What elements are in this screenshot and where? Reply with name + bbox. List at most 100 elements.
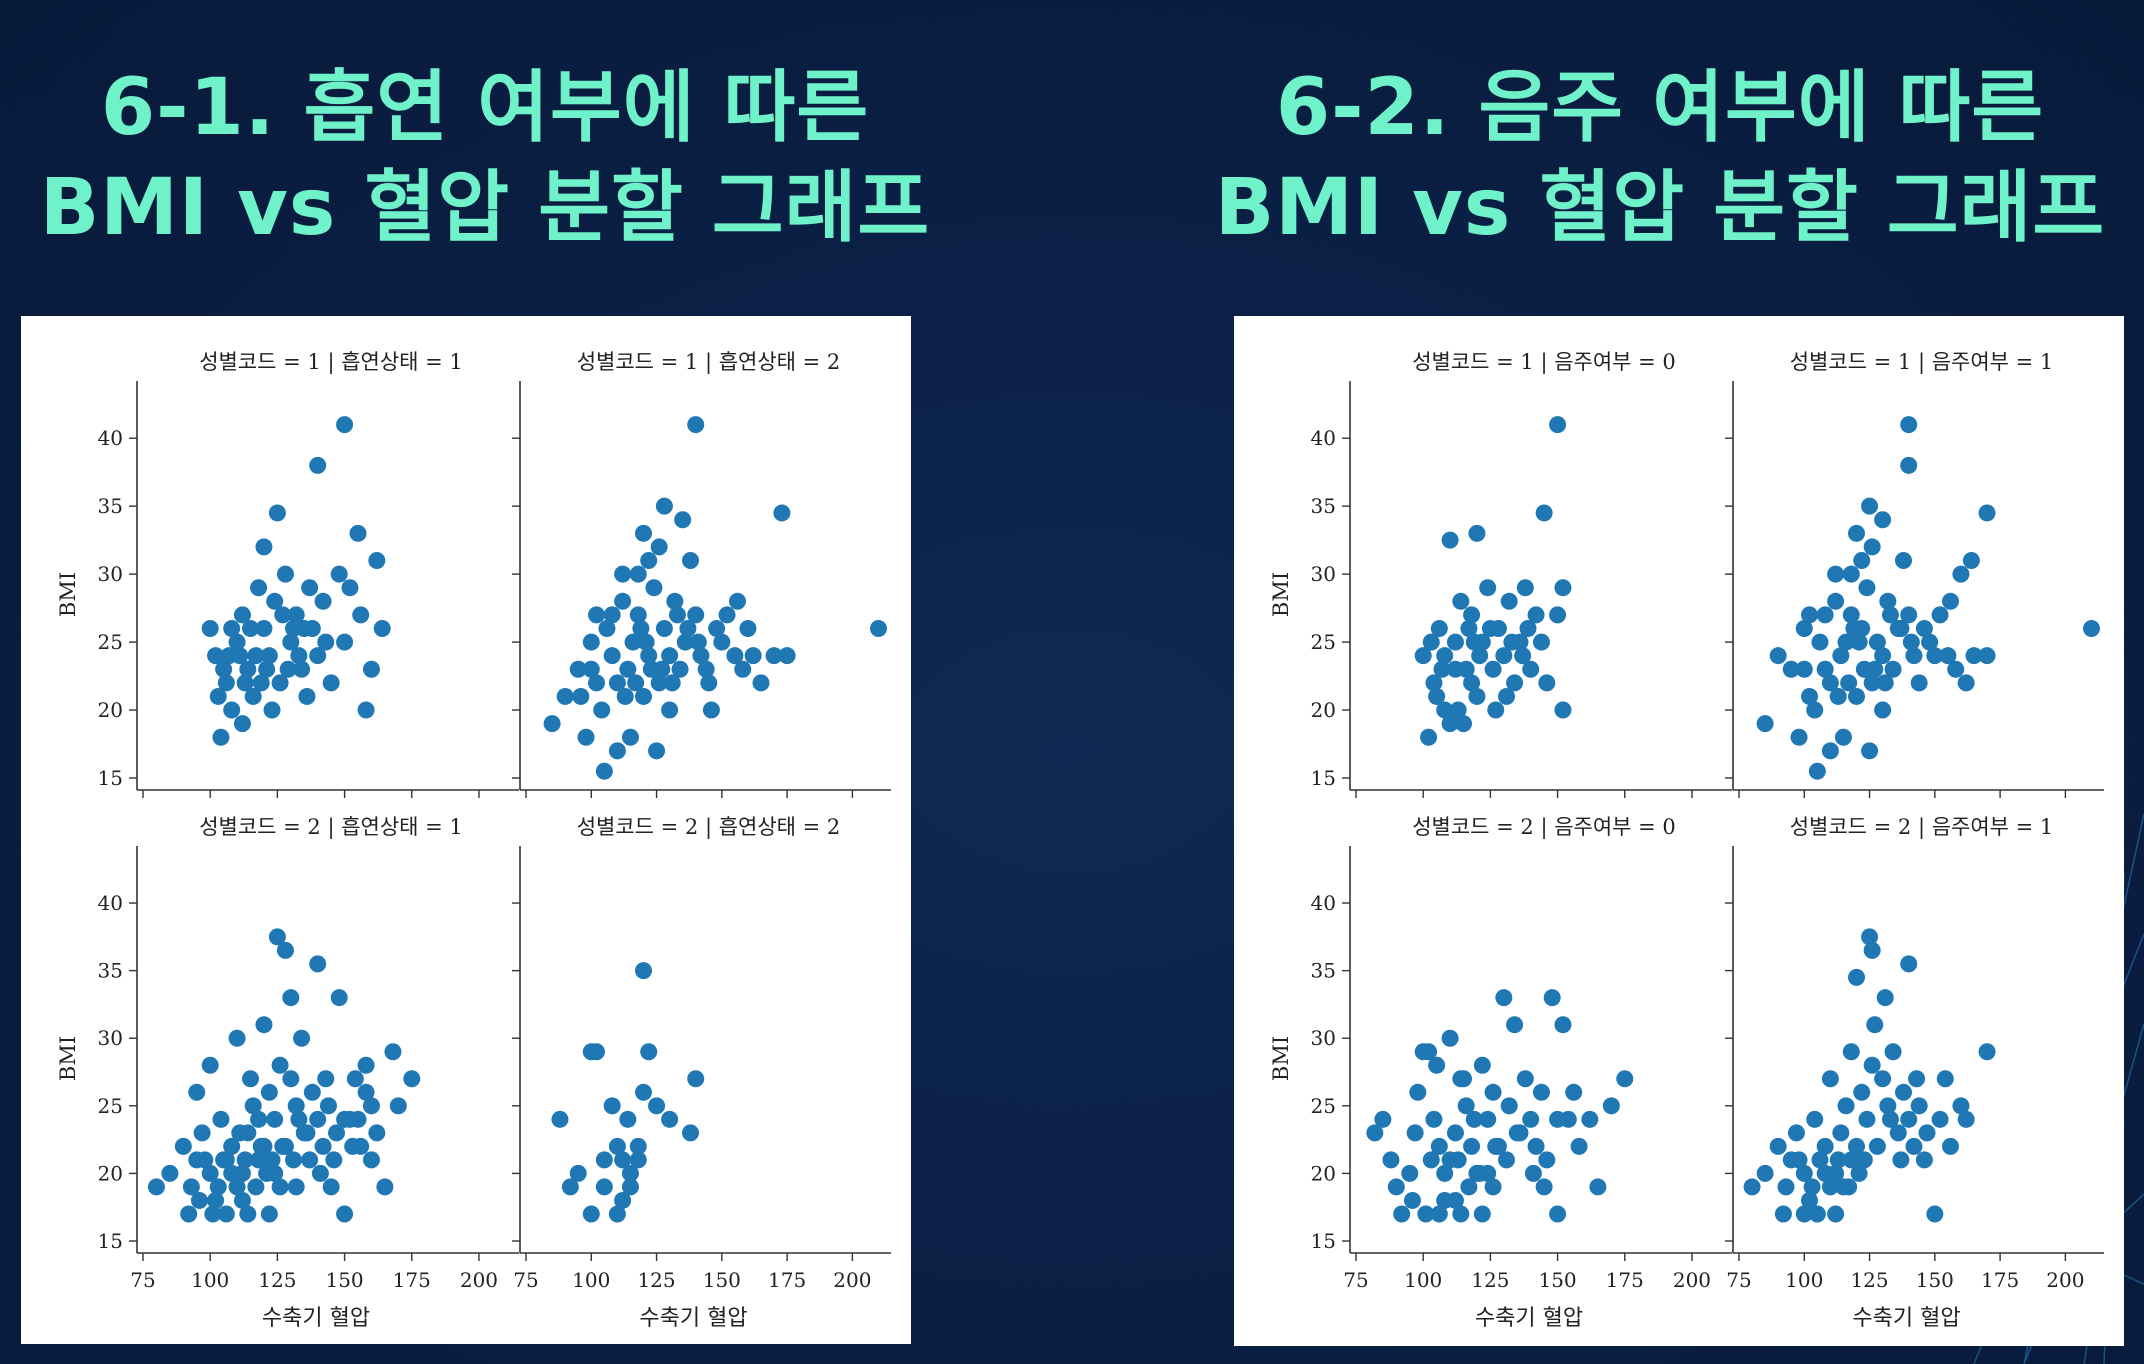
- scatter-point: [1468, 687, 1486, 705]
- scatter-point: [303, 1083, 321, 1101]
- scatter-point: [180, 1205, 198, 1223]
- x-tick-label: 75: [130, 1268, 155, 1292]
- scatter-point: [309, 456, 327, 474]
- scatter-point: [1487, 1137, 1505, 1155]
- scatter-point: [1516, 579, 1534, 597]
- scatter-point: [614, 1151, 632, 1169]
- scatter-point: [598, 619, 616, 637]
- scatter-point: [697, 660, 715, 678]
- scatter-point: [1516, 1070, 1534, 1088]
- scatter-point: [293, 660, 311, 678]
- scatter-point: [1484, 1178, 1502, 1196]
- scatter-point: [1433, 660, 1451, 678]
- scatter-point: [734, 660, 752, 678]
- scatter-point: [1743, 1178, 1761, 1196]
- scatter-point: [274, 606, 292, 624]
- scatter-point: [368, 552, 386, 570]
- scatter-point: [666, 592, 684, 610]
- scatter-point: [1895, 552, 1912, 570]
- scatter-point: [661, 1110, 679, 1128]
- scatter-point: [1931, 606, 1949, 624]
- scatter-point: [1495, 647, 1513, 665]
- scatter-point: [1931, 1110, 1949, 1128]
- scatter-point: [621, 1164, 639, 1182]
- scatter-point: [629, 1137, 647, 1155]
- scatter-point: [674, 511, 692, 529]
- y-tick-label: 35: [1311, 494, 1336, 518]
- scatter-point: [287, 1178, 305, 1196]
- scatter-point: [1465, 1110, 1483, 1128]
- y-tick-label: 30: [1311, 1026, 1336, 1050]
- scatter-point: [632, 619, 650, 637]
- facet-title: 성별코드 = 1 | 음주여부 = 1: [1790, 350, 2054, 375]
- scatter-point: [193, 1124, 211, 1142]
- x-tick-label: 100: [1404, 1268, 1442, 1292]
- scatter-point: [629, 606, 647, 624]
- scatter-point: [336, 1110, 354, 1128]
- scatter-point: [569, 1164, 587, 1182]
- scatter-point: [255, 1016, 273, 1034]
- scatter-point: [619, 1110, 637, 1128]
- scatter-point: [209, 1178, 227, 1196]
- scatter-point: [551, 1110, 569, 1128]
- facet-panel-3: 성별코드 = 2 | 음주여부 = 0 15 20 25 30 35 40 75 100 125 1…: [1269, 815, 1732, 1331]
- scatter-point: [616, 687, 634, 705]
- facet-panel-2: 성별코드 = 1 | 흡연상태 = 2: [512, 350, 891, 798]
- scatter-point: [1549, 606, 1567, 624]
- scatter-point: [1420, 1043, 1438, 1061]
- scatter-point: [215, 660, 233, 678]
- scatter-point: [290, 647, 308, 665]
- scatter-point: [1811, 1151, 1829, 1169]
- scatter-point: [1452, 1205, 1470, 1223]
- scatter-point: [713, 633, 731, 651]
- scatter-point: [1837, 633, 1855, 651]
- scatter-point: [679, 619, 697, 637]
- right-title-line-2: BMI vs 혈압 분할 그래프: [1214, 163, 2106, 253]
- scatter-point: [1910, 674, 1928, 692]
- scatter-point: [603, 1097, 621, 1115]
- scatter-point: [1430, 619, 1448, 637]
- scatter-point: [322, 674, 340, 692]
- scatter-point: [260, 647, 278, 665]
- scatter-point: [577, 728, 595, 746]
- facet-panel-4: 성별코드 = 2 | 흡연상태 = 2 75 100 125 150 175 200 수축기 …: [512, 815, 891, 1331]
- scatter-point: [663, 674, 681, 692]
- scatter-point: [271, 1056, 289, 1074]
- scatter-point: [233, 715, 251, 733]
- scatter-point: [1905, 1137, 1923, 1155]
- scatter-point: [263, 701, 281, 719]
- scatter-point: [217, 674, 235, 692]
- scatter-point: [201, 619, 219, 637]
- scatter-point: [1829, 687, 1847, 705]
- scatter-point: [1816, 660, 1834, 678]
- scatter-point: [572, 687, 590, 705]
- scatter-point: [700, 674, 718, 692]
- scatter-point: [293, 1029, 311, 1047]
- y-tick-label: 20: [98, 1161, 123, 1185]
- scatter-point: [1900, 955, 1918, 973]
- scatter-point: [1821, 1178, 1839, 1196]
- x-tick-label: 175: [393, 1268, 431, 1292]
- scatter-point: [204, 1205, 222, 1223]
- scatter-point: [1957, 674, 1975, 692]
- scatter-point: [1827, 565, 1845, 583]
- y-tick-label: 40: [98, 426, 123, 450]
- scatter-point: [1879, 1097, 1897, 1115]
- scatter-point: [619, 660, 637, 678]
- scatter-point: [1863, 941, 1881, 959]
- scatter-point: [627, 674, 645, 692]
- y-tick-label: 30: [98, 562, 123, 586]
- scatter-point: [1827, 1205, 1845, 1223]
- x-tick-label: 125: [258, 1268, 296, 1292]
- scatter-point: [1446, 633, 1464, 651]
- scatter-point: [341, 579, 359, 597]
- scatter-point: [1449, 701, 1467, 719]
- scatter-point: [1939, 647, 1957, 665]
- scatter-point: [1842, 565, 1860, 583]
- scatter-point: [207, 1191, 225, 1209]
- scatter-point: [309, 955, 327, 973]
- x-tick-label: 200: [833, 1268, 871, 1292]
- scatter-point: [1910, 1097, 1928, 1115]
- scatter-point: [1806, 1110, 1824, 1128]
- scatter-point: [1570, 1137, 1588, 1155]
